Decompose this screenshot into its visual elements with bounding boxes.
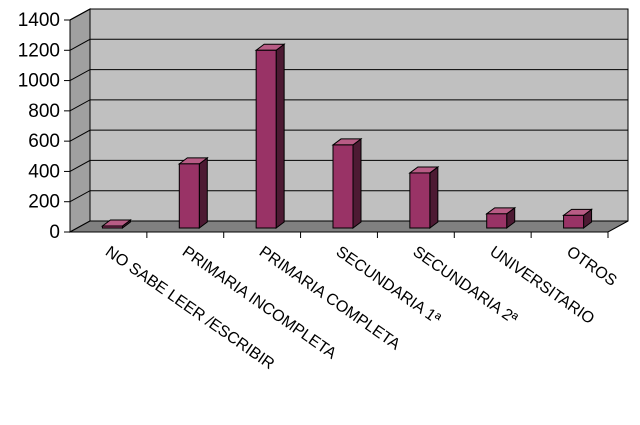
y-tick-label: 1400: [18, 10, 60, 31]
bar-front: [563, 214, 585, 229]
bar-front: [178, 163, 200, 229]
bar-front: [332, 144, 354, 229]
gridline: [69, 69, 628, 82]
bar-side: [275, 43, 285, 229]
y-tick-label: 200: [28, 192, 60, 213]
bar-front: [101, 225, 123, 229]
x-category-label: PRIMARIA COMPLETA: [256, 243, 403, 353]
chart-axes: [69, 20, 609, 238]
bar: [177, 156, 209, 229]
y-tick-label: 0: [49, 222, 60, 243]
y-tick-label: 1200: [18, 40, 60, 61]
bar-front: [486, 213, 508, 229]
y-tick-label: 1000: [18, 71, 60, 92]
gridline: [69, 129, 628, 142]
bar: [562, 208, 594, 229]
gridline: [69, 38, 628, 51]
bar-front: [255, 49, 277, 229]
x-category-label: PRIMARIA INCOMPLETA: [179, 243, 340, 362]
bar-front: [409, 172, 431, 229]
gridline: [69, 159, 628, 172]
chart-gridlines: [69, 8, 628, 203]
bar-side: [429, 165, 439, 229]
y-tick-label: 400: [28, 161, 60, 182]
chart-bars: [100, 43, 594, 229]
y-tick-label: 600: [28, 131, 60, 152]
y-axis-ticks: 0 200 400 600 800 1000 1200 1400: [18, 10, 70, 243]
gridline: [69, 8, 628, 21]
gridline: [69, 99, 628, 112]
bar: [100, 219, 132, 229]
bar-side: [352, 137, 362, 229]
bar: [485, 206, 517, 229]
bar-side: [198, 156, 208, 229]
y-tick-label: 800: [28, 101, 60, 122]
bar: [254, 43, 286, 229]
x-category-label: OTROS: [563, 243, 619, 290]
bar: [408, 165, 440, 229]
bar: [331, 137, 363, 229]
gridline: [69, 190, 628, 203]
left-wall: [69, 8, 91, 233]
